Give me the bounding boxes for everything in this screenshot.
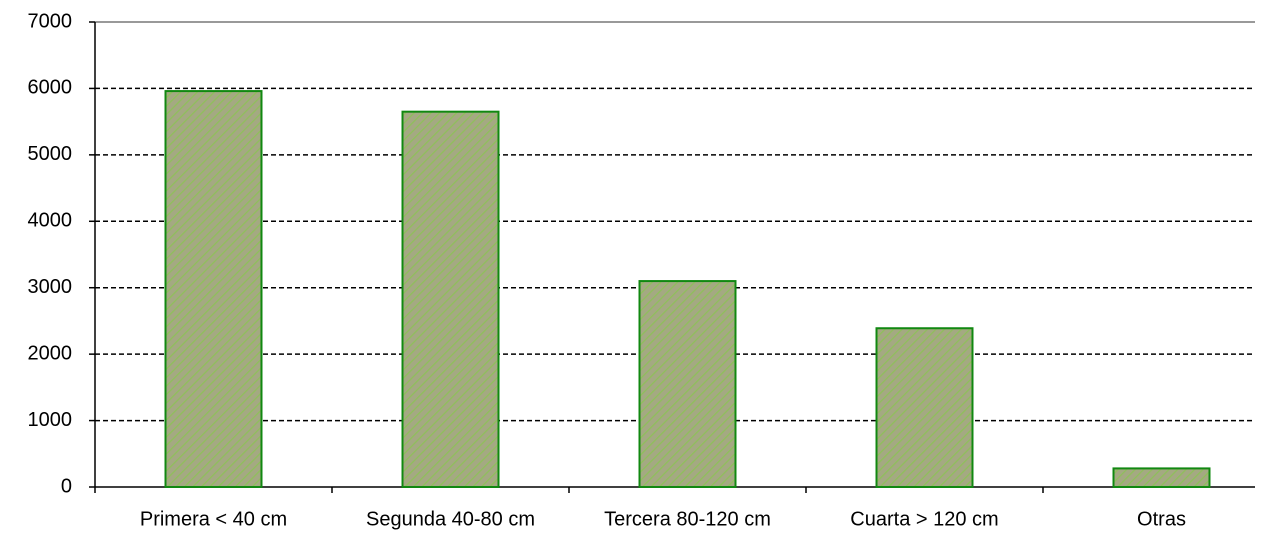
x-tick-label: Segunda 40-80 cm: [366, 508, 535, 530]
y-tick-label: 0: [61, 475, 72, 497]
y-tick-label: 4000: [28, 210, 73, 232]
y-tick-label: 5000: [28, 143, 73, 165]
bar: [1112, 467, 1211, 488]
x-tick-label: Cuarta > 120 cm: [850, 508, 998, 530]
bar: [638, 280, 737, 489]
y-tick-label: 7000: [28, 10, 73, 32]
x-tick-label: Tercera 80-120 cm: [604, 508, 771, 530]
y-tick-label: 3000: [28, 276, 73, 298]
y-tick-label: 2000: [28, 342, 73, 364]
y-tick-label: 6000: [28, 77, 73, 99]
x-tick-label: Primera < 40 cm: [140, 508, 287, 530]
bar: [875, 327, 974, 488]
bar: [401, 110, 500, 489]
x-tick-label: Otras: [1137, 508, 1186, 530]
y-tick-label: 1000: [28, 409, 73, 431]
bar: [164, 90, 263, 488]
